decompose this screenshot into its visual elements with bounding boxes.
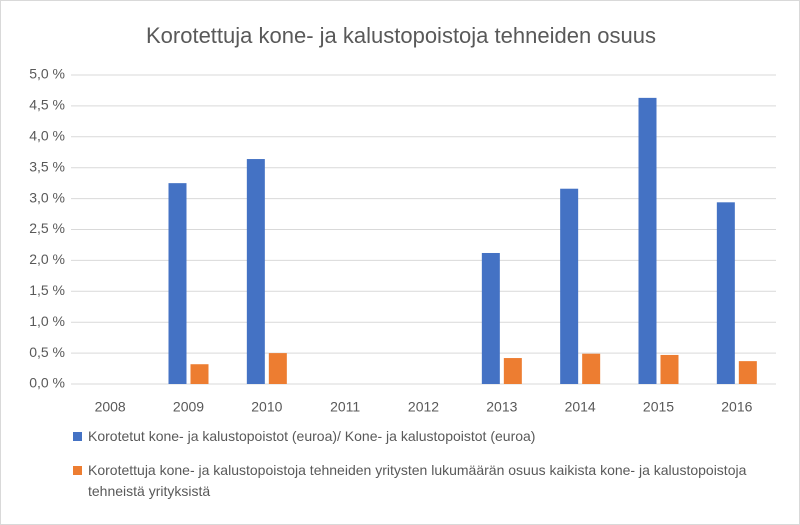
x-tick-label: 2014 <box>565 399 596 415</box>
y-tick-label: 3,5 % <box>29 158 65 174</box>
y-tick-label: 4,5 % <box>29 97 65 113</box>
y-tick-label: 4,0 % <box>29 128 65 144</box>
legend-swatch <box>73 466 82 475</box>
legend-swatch <box>73 432 82 441</box>
bar <box>738 361 757 384</box>
y-tick-label: 0,0 % <box>29 375 65 391</box>
x-tick-label: 2010 <box>251 399 282 415</box>
chart-title: Korotettuja kone- ja kalustopoistoja teh… <box>146 23 656 48</box>
bar <box>716 202 735 384</box>
y-tick-label: 2,0 % <box>29 251 65 267</box>
bar <box>582 353 601 384</box>
bar <box>190 364 209 384</box>
legend-label: Korotettuja kone- ja kalustopoistoja teh… <box>88 462 747 499</box>
x-tick-label: 2008 <box>95 399 126 415</box>
y-tick-label: 1,0 % <box>29 313 65 329</box>
legend-item: Korotettuja kone- ja kalustopoistoja teh… <box>73 460 753 502</box>
x-tick-label: 2011 <box>330 399 360 415</box>
legend-label: Korotetut kone- ja kalustopoistot (euroa… <box>88 428 536 444</box>
x-tick-label: 2013 <box>486 399 517 415</box>
x-tick-label: 2016 <box>721 399 752 415</box>
y-tick-label: 5,0 % <box>29 66 65 82</box>
legend-item: Korotetut kone- ja kalustopoistot (euroa… <box>73 426 753 447</box>
x-tick-label: 2009 <box>173 399 204 415</box>
legend: Korotetut kone- ja kalustopoistot (euroa… <box>73 426 753 515</box>
y-tick-label: 3,0 % <box>29 189 65 205</box>
bar <box>638 97 657 384</box>
bar <box>503 358 522 384</box>
x-tick-label: 2015 <box>643 399 674 415</box>
bar <box>246 159 265 384</box>
x-tick-label: 2012 <box>408 399 439 415</box>
bar <box>168 183 187 384</box>
y-tick-label: 0,5 % <box>29 344 65 360</box>
bar <box>660 354 679 384</box>
y-tick-label: 2,5 % <box>29 220 65 236</box>
bar <box>560 188 579 384</box>
bar <box>481 252 500 384</box>
chart: Korotettuja kone- ja kalustopoistoja teh… <box>29 23 776 415</box>
y-tick-label: 1,5 % <box>29 282 65 298</box>
bar <box>268 353 287 384</box>
